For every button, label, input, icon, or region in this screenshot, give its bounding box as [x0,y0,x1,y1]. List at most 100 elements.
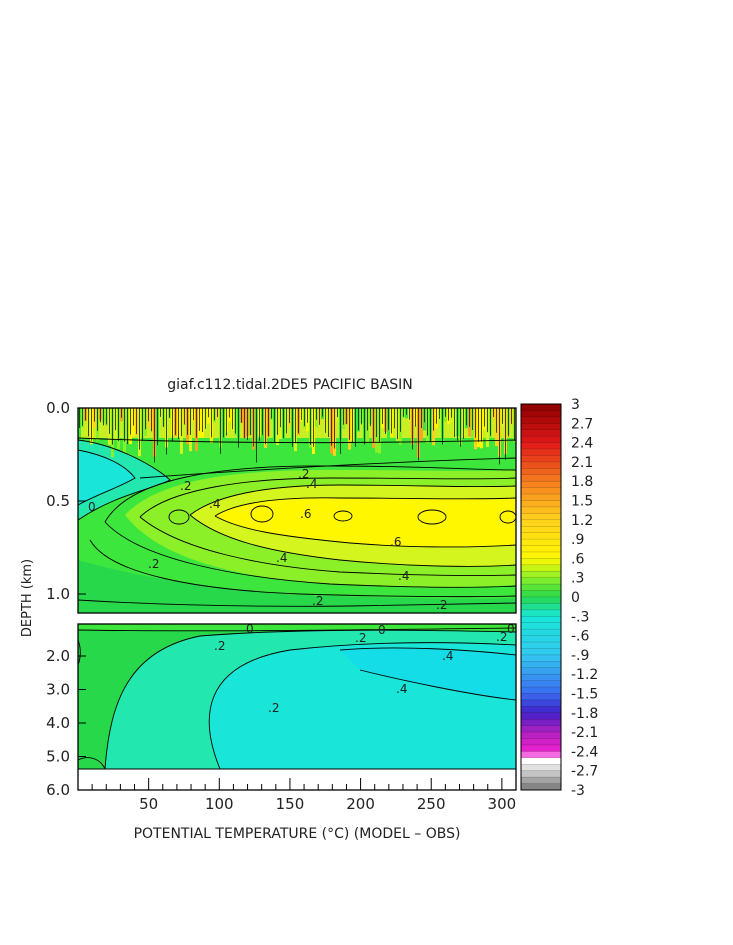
colorbar-label: 3 [571,397,580,413]
x-tick-label: 200 [346,795,375,813]
colorbar-swatch [521,744,561,752]
colorbar-swatch [521,442,561,450]
colorbar-label: 2.7 [571,416,593,432]
contour-line [78,449,136,506]
x-tick-label: 250 [417,795,446,813]
contour-line [359,669,516,701]
colorbar-swatch [521,712,561,720]
upper-cyan-core [78,450,135,505]
colorbar-swatch [521,506,561,514]
axis-tick-labels: 50 100 150 200 250 300 0.0 0.5 1.0 2.0 3.0 4.0 5.0 6.… [46,399,516,813]
colorbar-swatch [521,642,561,649]
upper-deep-band [78,560,516,613]
colorbar-swatch [521,468,561,476]
colorbar-swatch [521,571,561,578]
contour-line [78,599,516,607]
x-tick-label: 300 [488,795,517,813]
y-tick-label: 0.0 [46,399,70,417]
colorbar-swatch [521,532,561,540]
upper-yellow-core [215,497,516,547]
colorbar-labels: 3 2.7 2.4 2.1 1.8 1.5 1.2 .9 .6 .3 0 -.3 -.6 -.9 -1.2 -… [571,397,598,799]
colorbar-label: 1.2 [571,513,593,529]
colorbar-label: 1.5 [571,494,593,510]
colorbar-swatch [521,699,561,707]
upper-contours [78,437,516,607]
colorbar-swatch [521,494,561,501]
colorbar-swatch [521,635,561,643]
y-axis-label: DEPTH (km) [20,559,35,637]
colorbar-swatch [521,584,561,591]
colorbar-label: -1.2 [571,667,598,683]
colorbar-swatch [521,577,561,585]
colorbar-swatch [521,764,561,771]
contour-label: .2 [180,479,191,493]
colorbar-swatch [521,654,561,662]
contour-line [208,642,516,769]
colorbar-swatch [521,732,561,739]
contour-label: .4 [209,497,220,511]
contour-label: 0 [88,500,96,514]
colorbar-label: 0 [571,590,580,606]
surface-noise [78,408,516,465]
colorbar-swatch [521,429,561,437]
upper-contour-labels: .2 .2 .4 .4 .6 .6 .4 .2 .4 .2 .2 0 [88,467,447,612]
contour-ring [333,510,353,522]
contour-label: .6 [300,507,311,521]
contour-line [78,439,171,521]
lower-panel-frame [77,623,517,791]
contour-label: .6 [390,535,401,549]
colorbar-label: .6 [571,551,584,567]
colorbar-label: -2.7 [571,764,598,780]
contour-ring [250,505,274,523]
y-tick-label: 5.0 [46,748,70,766]
colorbar [520,403,562,791]
colorbar-swatch [521,455,561,463]
colorbar-swatch [521,777,561,784]
lower-top-band [78,624,516,630]
y-tick-label: 4.0 [46,714,70,732]
chart-title: giaf.c112.tidal.2DE5 PACIFIC BASIN [167,377,413,393]
colorbar-swatch [521,481,561,488]
contour-label: .4 [276,551,287,565]
colorbar-label: -2.1 [571,725,598,741]
colorbar-label: -1.8 [571,706,598,722]
contour-label: .4 [396,682,407,696]
contour-label: .2 [214,639,225,653]
colorbar-label: .3 [571,571,584,587]
colorbar-label: 2.1 [571,455,593,471]
contour-label: .4 [306,477,317,491]
colorbar-label: -2.4 [571,744,598,760]
contour-line [139,516,516,577]
contour-line [139,457,516,479]
colorbar-label: 2.4 [571,436,593,452]
contour-label: 0 [507,622,515,636]
colorbar-swatch [521,693,561,701]
lower-cyan-core [340,647,516,700]
colorbar-swatch [521,661,561,669]
contour-line [78,437,516,444]
contour-label: .4 [442,649,453,663]
colorbar-swatch [521,719,561,726]
colorbar-swatch [521,706,561,714]
colorbar-swatch [521,590,561,598]
contour-line [339,647,516,656]
colorbar-swatch [521,519,561,527]
colorbar-swatch [521,622,561,630]
x-tick-label: 100 [205,795,234,813]
contour-label: .2 [436,598,447,612]
colorbar-swatch [521,545,561,553]
colorbar-label: -.9 [571,648,589,664]
colorbar-swatch [521,725,561,733]
contour-label: .2 [268,701,279,715]
x-tick-label: 150 [276,795,305,813]
colorbar-swatch [521,783,561,791]
y-tick-label: 2.0 [46,647,70,665]
colorbar-swatch [521,416,561,424]
contour-line [104,521,516,588]
colorbar-label: -1.5 [571,687,598,703]
y-tick-label: 1.0 [46,585,70,603]
contour-label: 0 [378,623,386,637]
colorbar-swatch [521,616,561,624]
colorbar-swatch [521,680,561,688]
